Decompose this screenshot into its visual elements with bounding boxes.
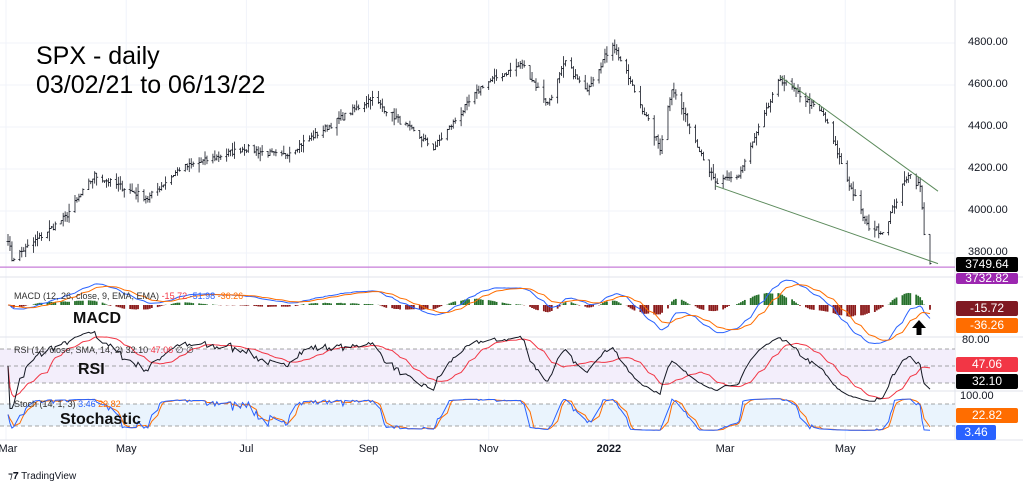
- macd-annotation: MACD: [73, 310, 121, 327]
- rsi-axis-label: 80.00: [962, 334, 990, 346]
- macd-tag: -15.72: [956, 301, 1018, 316]
- rsi-annotation: RSI: [78, 361, 105, 378]
- stoch-band: [0, 404, 955, 426]
- up-arrow-icon: [912, 320, 926, 335]
- last-price-tag: 3749.64: [956, 257, 1018, 272]
- tradingview-logo[interactable]: ⁊𝟕 TradingView: [8, 471, 77, 482]
- trendline-lower: [715, 185, 939, 265]
- time-axis-label: Jul: [239, 443, 254, 455]
- stoch-k-line: [7, 398, 931, 431]
- price-axis-label: 4800.00: [968, 36, 1008, 48]
- macd-legend: MACD (12, 26, close, 9, EMA, EMA) -15.72…: [14, 291, 244, 301]
- time-axis-label: Nov: [478, 443, 499, 455]
- support-price-tag: 3732.82: [956, 273, 1018, 284]
- rsi-tag: 32.10: [956, 374, 1018, 389]
- time-axis-label: 2022: [596, 443, 622, 455]
- macd-line: [7, 279, 931, 344]
- time-axis-label: May: [115, 443, 137, 455]
- stoch-axis-label: 100.00: [960, 390, 994, 402]
- price-axis-label: 4400.00: [968, 120, 1008, 132]
- stoch-annotation: Stochastic: [60, 411, 141, 428]
- time-axis-label: Mar: [0, 443, 18, 455]
- price-axis-label: 4200.00: [968, 162, 1008, 174]
- signal-tag: -36.26: [956, 318, 1018, 333]
- chart-title: SPX - daily 03/02/21 to 06/13/22: [36, 42, 266, 99]
- rsi-line: [7, 330, 931, 409]
- time-axis-label: May: [834, 443, 856, 455]
- stoch-k-tag: 3.46: [956, 425, 996, 440]
- price-axis-label: 3800.00: [968, 246, 1008, 258]
- rsi-legend: RSI (14, close, SMA, 14, 2) 32.10 47.06 …: [14, 345, 194, 355]
- stoch-d-tag: 22.82: [956, 408, 1018, 423]
- signal-line: [7, 284, 931, 341]
- rsi-ma-tag: 47.06: [956, 357, 1018, 372]
- price-axis-label: 4600.00: [968, 78, 1008, 90]
- trendline-upper: [779, 76, 939, 192]
- rsi-ma-line: [7, 336, 931, 400]
- time-axis-label: Mar: [715, 443, 735, 455]
- time-axis-label: Sep: [358, 443, 379, 455]
- price-axis-label: 4000.00: [968, 204, 1008, 216]
- stoch-legend: Stoch (14, 1, 3) 3.46 22.82: [14, 399, 121, 409]
